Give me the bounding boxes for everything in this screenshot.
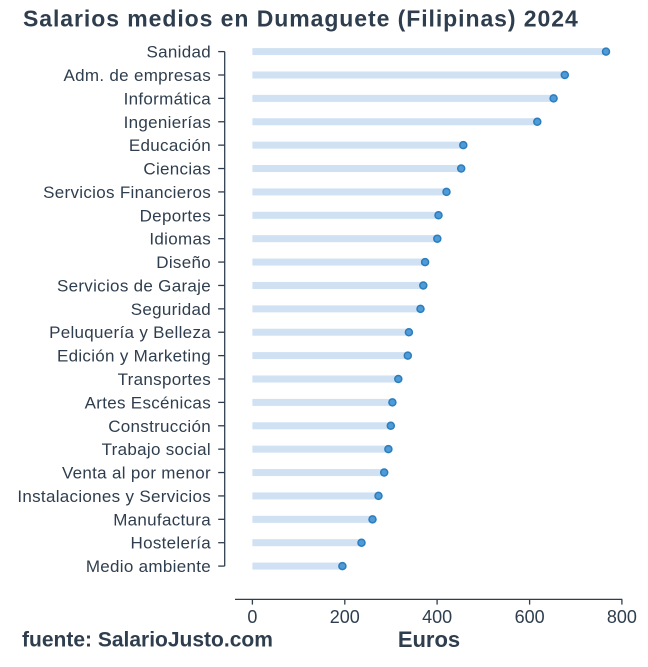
svg-text:Diseño: Diseño: [156, 253, 211, 272]
svg-text:Idiomas: Idiomas: [149, 230, 211, 249]
svg-text:Edición y Marketing: Edición y Marketing: [57, 347, 211, 366]
svg-text:Venta al por menor: Venta al por menor: [62, 464, 211, 483]
svg-text:Transportes: Transportes: [118, 370, 211, 389]
svg-text:Ciencias: Ciencias: [143, 160, 211, 179]
svg-text:Informática: Informática: [124, 89, 212, 108]
svg-text:Manufactura: Manufactura: [113, 510, 211, 529]
svg-text:Construcción: Construcción: [108, 417, 211, 436]
svg-text:Trabajo social: Trabajo social: [102, 440, 211, 459]
svg-text:Deportes: Deportes: [140, 206, 211, 225]
svg-text:Salarios medios en Dumaguete (: Salarios medios en Dumaguete (Filipinas)…: [23, 5, 579, 31]
svg-text:Servicios de Garaje: Servicios de Garaje: [57, 276, 211, 295]
svg-text:0: 0: [247, 607, 257, 627]
svg-text:Instalaciones y Servicios: Instalaciones y Servicios: [17, 487, 211, 506]
svg-text:Ingenierías: Ingenierías: [124, 113, 211, 132]
svg-text:Euros: Euros: [398, 627, 460, 652]
svg-text:Artes Escénicas: Artes Escénicas: [85, 393, 211, 412]
svg-text:Adm. de empresas: Adm. de empresas: [64, 66, 211, 85]
svg-text:Hostelería: Hostelería: [131, 534, 212, 553]
svg-text:Sanidad: Sanidad: [147, 43, 212, 62]
svg-text:Servicios Financieros: Servicios Financieros: [43, 183, 211, 202]
svg-text:Educación: Educación: [129, 136, 211, 155]
svg-text:Peluquería y Belleza: Peluquería y Belleza: [49, 323, 211, 342]
svg-text:Seguridad: Seguridad: [131, 300, 211, 319]
svg-text:600: 600: [515, 607, 545, 627]
svg-text:fuente: SalarioJusto.com: fuente: SalarioJusto.com: [22, 628, 273, 651]
svg-text:200: 200: [330, 607, 360, 627]
svg-text:800: 800: [607, 607, 637, 627]
svg-text:Medio ambiente: Medio ambiente: [86, 557, 211, 576]
svg-text:400: 400: [422, 607, 452, 627]
